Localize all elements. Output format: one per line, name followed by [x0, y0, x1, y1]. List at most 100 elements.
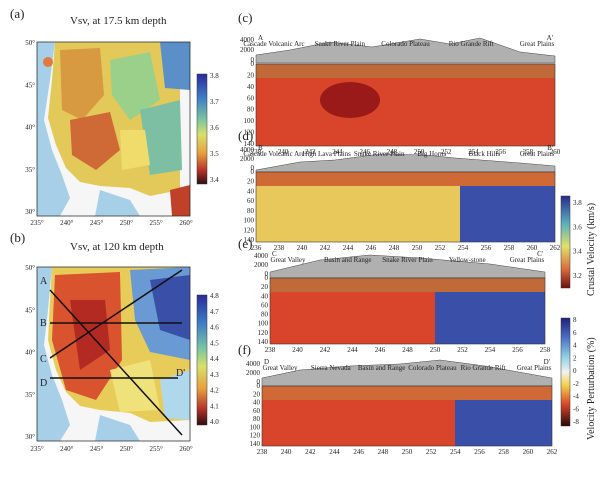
section-f-feature: Rio Grande Rift — [461, 364, 506, 372]
colorbar-crustal-label: Crustal Velocity (km/s) — [586, 203, 597, 296]
section-e-xtick: 238 — [265, 346, 276, 354]
section-f-depth-tick: 120 — [250, 432, 261, 440]
section-e-xtick: 258 — [540, 346, 551, 354]
section-e-end: C' — [537, 250, 543, 258]
section-f-feature: Basin and Range — [358, 364, 405, 372]
map-a-colorbar-tick: 3.7 — [210, 98, 219, 106]
section-c-feature: Colorado Plateau — [381, 40, 430, 48]
panel-a: (a) Vsv, at 17.5 km depth — [10, 6, 208, 217]
map-b-ytick: 45° — [25, 306, 35, 314]
section-d-feature: Cascade Volcanic Arc — [243, 150, 304, 158]
section-f-depth-tick: 100 — [250, 423, 261, 431]
section-e-feature: Snake River Plain — [382, 256, 433, 264]
section-c-mantle — [256, 78, 555, 146]
section-e-xtick: 256 — [512, 346, 523, 354]
profile-labels: A B C D D' — [40, 276, 185, 389]
section-f-depth-tick: 80 — [253, 415, 261, 423]
section-e-xtick: 242 — [320, 346, 331, 354]
map-a-xtick: 255° — [150, 219, 164, 227]
map-a-ytick: 40° — [25, 124, 35, 132]
section-f-xtick: 262 — [547, 448, 558, 456]
section-f-xtick: 250 — [402, 448, 413, 456]
map-a-xtick: 245° — [90, 219, 104, 227]
section-d-depth-tick: 60 — [247, 197, 255, 205]
section-e-depth-tick: 0 — [265, 274, 269, 282]
section-c-elev-tick: 4000 — [240, 36, 255, 44]
section-d-end: B' — [547, 144, 553, 152]
section-f: (f) — [238, 342, 553, 447]
section-c-crust — [256, 64, 555, 78]
section-d-depth-tick: 120 — [244, 226, 255, 234]
section-c-elev-tick: 2000 — [240, 46, 255, 54]
section-e-feature: Yellow-stone — [449, 256, 486, 264]
section-e-xtick: 240 — [292, 346, 303, 354]
section-d-xtick: 246 — [366, 244, 377, 252]
colorbar-crustal-tick: 3.4 — [573, 248, 582, 256]
section-c-xtick: 254 — [468, 148, 479, 156]
section-e-xtick: 248 — [402, 346, 413, 354]
colorbar-crustal: Crustal Velocity (km/s) — [560, 195, 597, 296]
section-c-feature: Rio Grande Rift — [449, 40, 494, 48]
section-e-xtick: 246 — [375, 346, 386, 354]
panel-c-label: (c) — [238, 10, 252, 25]
section-c-elev-tick: 0 — [251, 56, 255, 64]
section-e-depth-tick: 100 — [258, 320, 269, 328]
section-c-depth-tick: 60 — [247, 94, 255, 102]
section-c-xtick: 238 — [251, 148, 262, 156]
map-a — [37, 42, 190, 216]
section-c-topography — [255, 37, 556, 64]
section-f-xtick: 252 — [426, 448, 437, 456]
profile-label-a: A — [40, 276, 48, 287]
section-c-depth-tick: 20 — [247, 71, 255, 79]
section-e-elev-tick: 0 — [265, 270, 269, 278]
section-e-crust — [270, 278, 545, 292]
section-d-xtick: 258 — [504, 244, 515, 252]
section-f-xtick: 244 — [329, 448, 340, 456]
section-d-depth-tick: 80 — [247, 207, 255, 215]
section-d-start: B — [258, 144, 263, 152]
colorbar-perturbation-tick: 4 — [573, 342, 577, 350]
panel-b-title: Vsv, at 120 km depth — [70, 241, 164, 253]
section-d-east — [460, 186, 555, 242]
map-b-xtick: 250° — [120, 445, 134, 453]
section-f-feature: Great Valley — [262, 364, 298, 372]
map-b-xtick: 235° — [30, 445, 44, 453]
section-f-depth-tick: 40 — [253, 399, 261, 407]
map-b-ytick: 50° — [25, 264, 35, 272]
panel-b-label: (b) — [10, 230, 25, 245]
colorbar-perturbation-tick: 0 — [573, 367, 577, 375]
section-d-depth-tick: 40 — [247, 187, 255, 195]
section-d-crust — [256, 172, 555, 186]
colorbar-crustal-tick: 3.8 — [573, 199, 582, 207]
map-b-ytick: 40° — [25, 349, 35, 357]
map-a-xtick: 250° — [120, 219, 134, 227]
map-a-colorbar-tick: 3.5 — [210, 150, 219, 158]
section-e-east — [435, 292, 545, 344]
section-f-crust — [262, 386, 552, 400]
map-b-ytick: 30° — [25, 433, 35, 441]
section-c-xtick: 248 — [387, 148, 398, 156]
section-e-feature: Great Valley — [270, 256, 306, 264]
colorbar-perturbation-tick: 6 — [573, 329, 577, 337]
section-e-depth-tick: 80 — [261, 311, 269, 319]
map-b-colorbar-tick: 4.2 — [210, 387, 219, 395]
section-c-xtick: 246 — [359, 148, 370, 156]
section-d-xtick: 238 — [274, 244, 285, 252]
colorbar-perturbation-tick: -4 — [573, 393, 579, 401]
section-c: (c) — [238, 10, 556, 147]
map-a-colorbar-tick: 3.4 — [210, 176, 219, 184]
colorbar-perturbation-tick: -2 — [573, 380, 579, 388]
section-d-xtick: 242 — [320, 244, 331, 252]
section-d-frame — [255, 171, 556, 243]
section-d-xtick: 262 — [550, 244, 561, 252]
section-f-xtick: 240 — [281, 448, 292, 456]
section-e-xtick: 244 — [347, 346, 358, 354]
section-d-xtick: 256 — [481, 244, 492, 252]
map-b-colorbar-tick: 4.8 — [210, 292, 219, 300]
section-f-elev-tick: 2000 — [246, 369, 261, 377]
section-f-topography — [261, 359, 553, 387]
profile-label-c: C — [40, 354, 47, 365]
profile-label-d-prime: D' — [176, 368, 185, 379]
panel-d-label: (d) — [238, 128, 253, 143]
section-e-elev-tick: 4000 — [254, 252, 269, 260]
